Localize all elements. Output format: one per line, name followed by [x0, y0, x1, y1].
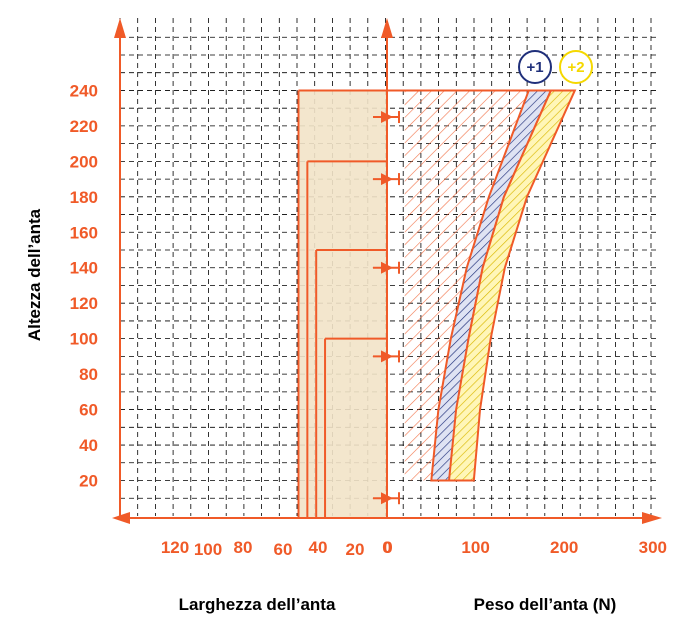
- x-tick-label-right: 200: [550, 538, 578, 557]
- y-tick-label: 180: [70, 188, 98, 207]
- width-shaded-area: [298, 90, 387, 518]
- badge-label-2: +2: [567, 59, 584, 76]
- x-axis-arrow-right: [642, 512, 662, 524]
- x-tick-label-left: 60: [274, 540, 293, 559]
- y-tick-label: 200: [70, 152, 98, 171]
- badge-2: [559, 50, 593, 84]
- arrow-marker-head: [381, 111, 393, 124]
- arrow-marker-head: [381, 350, 393, 363]
- x-axis-title-right: Peso dell’anta (N): [474, 595, 617, 614]
- x-tick-labels-right: 0 100 200 300: [383, 538, 667, 557]
- axes: [112, 18, 662, 524]
- x-tick-label-left: 80: [234, 538, 253, 557]
- hatched-region: [404, 90, 529, 481]
- y-tick-label: 220: [70, 117, 98, 136]
- y-tick-label: 20: [79, 472, 98, 491]
- y-tick-label: 240: [70, 81, 98, 100]
- width-steps: [297, 89, 575, 518]
- badge-1: [518, 50, 552, 84]
- arrow-marker-head: [381, 492, 393, 505]
- y-tick-label: 140: [70, 259, 98, 278]
- width-shade-rect: [298, 90, 387, 518]
- arrow-marker-head: [381, 173, 393, 186]
- height-arrow-markers: [373, 111, 400, 505]
- x-tick-label-left: 100: [194, 540, 222, 559]
- x-tick-label-right: 100: [461, 538, 489, 557]
- arrow-marker-head: [381, 261, 393, 274]
- series-badges: +1 +2: [518, 50, 593, 84]
- x-tick-label-right: 0: [383, 538, 392, 557]
- x-tick-labels-left: 120 100 80 60 40 20 0: [161, 538, 392, 559]
- y-tick-label: 60: [79, 401, 98, 420]
- x-tick-label-left: 40: [309, 538, 328, 557]
- x-tick-label-left: 120: [161, 538, 189, 557]
- x-tick-label-left: 0: [382, 538, 391, 557]
- badge-label-1: +1: [526, 59, 543, 76]
- y-tick-label: 80: [79, 365, 98, 384]
- x-tick-label-right: 300: [639, 538, 667, 557]
- y-axis-title: Altezza dell’anta: [25, 208, 44, 341]
- y-tick-label: 160: [70, 223, 98, 242]
- x-tick-label-left: 20: [346, 540, 365, 559]
- x-axis-title-left: Larghezza dell’anta: [179, 595, 336, 614]
- x-axis-arrow-left: [112, 512, 130, 524]
- y-tick-label: 40: [79, 436, 98, 455]
- y-axis-arrow-right: [381, 18, 393, 38]
- y-tick-label: 120: [70, 294, 98, 313]
- y-axis-arrow-left: [114, 18, 126, 38]
- y-tick-labels: 20 40 60 80 100 120 140 160 180 200 220 240: [70, 81, 98, 490]
- hatched-area: [404, 90, 529, 481]
- y-tick-label: 100: [70, 330, 98, 349]
